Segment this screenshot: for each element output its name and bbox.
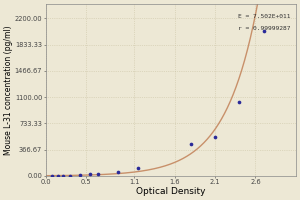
Point — [136, 166, 141, 170]
Point — [116, 170, 121, 174]
Point — [77, 173, 82, 176]
Point — [188, 142, 193, 145]
Y-axis label: Mouse L-31 concentration (pg/ml): Mouse L-31 concentration (pg/ml) — [4, 25, 13, 155]
Text: E = 7.502E+011: E = 7.502E+011 — [238, 14, 291, 19]
Point — [213, 136, 218, 139]
Text: r = 0.99999287: r = 0.99999287 — [238, 26, 291, 31]
Point — [261, 30, 266, 33]
Point — [88, 173, 92, 176]
Point — [96, 172, 100, 176]
Point — [61, 174, 66, 177]
Point — [56, 174, 60, 177]
Point — [68, 174, 72, 177]
Point — [237, 101, 242, 104]
X-axis label: Optical Density: Optical Density — [136, 187, 206, 196]
Point — [50, 174, 55, 178]
